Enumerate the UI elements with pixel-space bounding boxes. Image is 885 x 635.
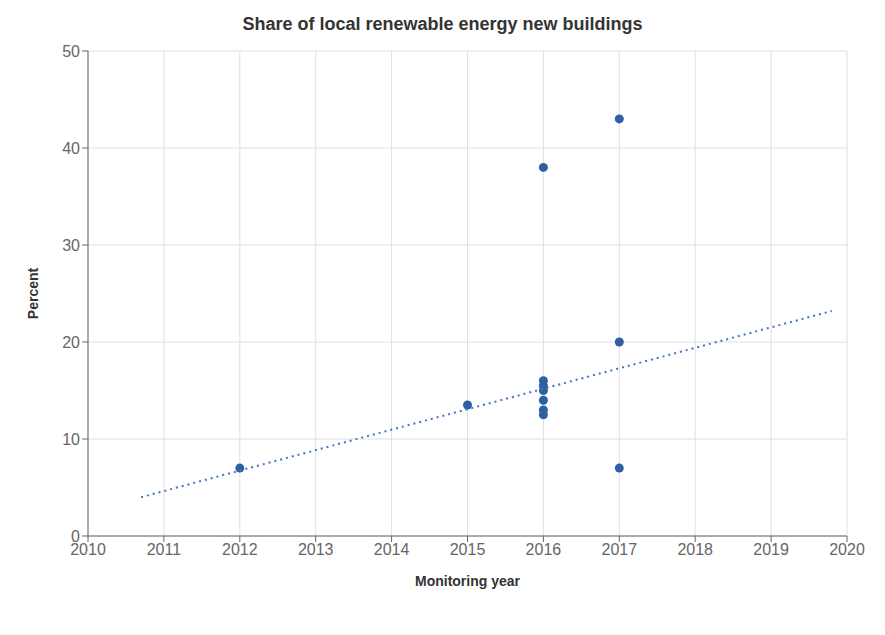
svg-text:2017: 2017 <box>602 541 638 558</box>
svg-text:2016: 2016 <box>526 541 562 558</box>
svg-text:2012: 2012 <box>222 541 258 558</box>
svg-text:2010: 2010 <box>70 541 106 559</box>
svg-text:30: 30 <box>62 237 80 254</box>
svg-text:2014: 2014 <box>374 541 410 558</box>
svg-text:2020: 2020 <box>829 541 865 558</box>
svg-text:10: 10 <box>62 431 80 448</box>
svg-text:2015: 2015 <box>450 541 486 558</box>
svg-text:Monitoring year: Monitoring year <box>415 573 521 589</box>
svg-text:Percent: Percent <box>25 267 41 319</box>
svg-text:20: 20 <box>62 334 80 351</box>
svg-text:2011: 2011 <box>147 541 182 558</box>
svg-text:2019: 2019 <box>753 541 789 558</box>
svg-text:50: 50 <box>62 43 80 60</box>
svg-text:2018: 2018 <box>677 541 713 558</box>
svg-text:2013: 2013 <box>298 541 334 558</box>
svg-text:0: 0 <box>71 528 80 545</box>
svg-text:40: 40 <box>62 140 80 157</box>
html-text:Share of local renewable energ: Share of local renewable energy new buil… <box>242 14 643 34</box>
